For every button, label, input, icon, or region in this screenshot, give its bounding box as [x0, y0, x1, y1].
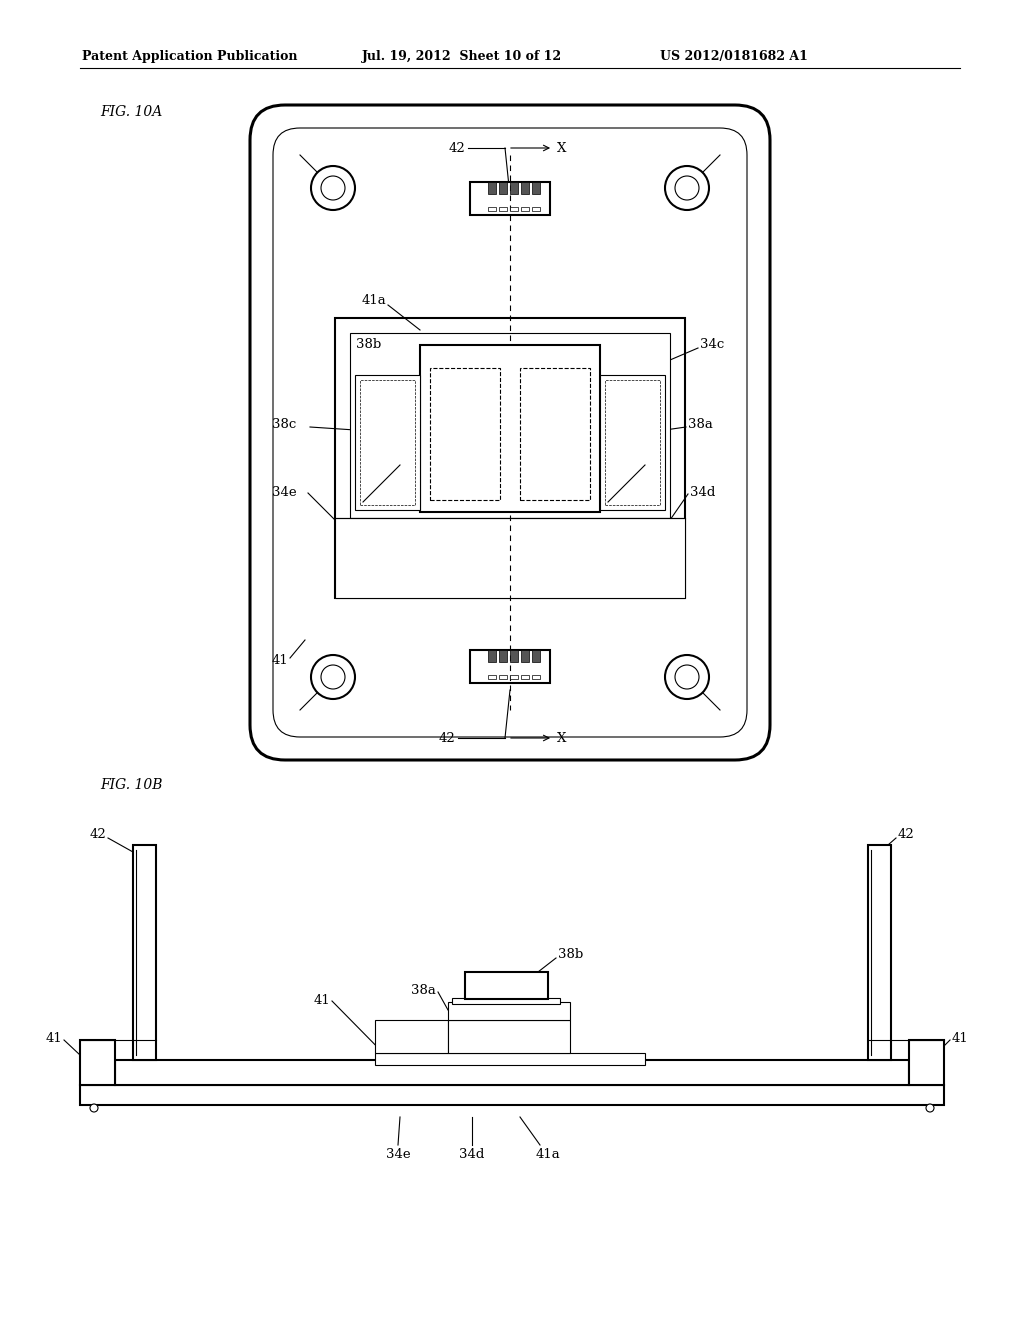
- Text: 41a: 41a: [536, 1148, 560, 1162]
- Text: 41: 41: [272, 653, 289, 667]
- Bar: [80, 1040, 115, 1085]
- Bar: [335, 318, 685, 598]
- Text: 38a: 38a: [688, 418, 713, 432]
- Bar: [375, 1020, 449, 1053]
- Bar: [521, 675, 529, 678]
- Bar: [909, 1040, 944, 1085]
- Bar: [532, 675, 540, 678]
- Text: 34d: 34d: [460, 1148, 484, 1162]
- Bar: [510, 649, 518, 663]
- Text: 42: 42: [449, 141, 465, 154]
- Text: 34e: 34e: [386, 1148, 411, 1162]
- Text: Patent Application Publication: Patent Application Publication: [82, 50, 298, 63]
- Circle shape: [90, 1104, 98, 1111]
- Text: X: X: [557, 141, 566, 154]
- Text: 34c: 34c: [700, 338, 724, 351]
- Bar: [488, 649, 496, 663]
- Text: 41: 41: [45, 1031, 62, 1044]
- Bar: [605, 380, 660, 506]
- Bar: [470, 182, 550, 215]
- Circle shape: [926, 1104, 934, 1111]
- Text: 38a: 38a: [411, 983, 436, 997]
- Circle shape: [321, 665, 345, 689]
- Bar: [510, 182, 518, 194]
- Bar: [510, 675, 518, 678]
- Bar: [499, 675, 507, 678]
- Text: 42: 42: [89, 829, 106, 842]
- Circle shape: [665, 166, 709, 210]
- Text: 41: 41: [952, 1031, 969, 1044]
- Bar: [520, 368, 590, 500]
- Text: 42: 42: [898, 829, 914, 842]
- Bar: [499, 182, 507, 194]
- Bar: [470, 649, 550, 682]
- Bar: [355, 375, 420, 510]
- Text: Jul. 19, 2012  Sheet 10 of 12: Jul. 19, 2012 Sheet 10 of 12: [362, 50, 562, 63]
- Bar: [350, 333, 670, 517]
- Text: 38c: 38c: [272, 418, 296, 432]
- Bar: [449, 1020, 570, 1053]
- Text: US 2012/0181682 A1: US 2012/0181682 A1: [660, 50, 808, 63]
- Bar: [521, 649, 529, 663]
- Circle shape: [311, 655, 355, 700]
- Bar: [133, 845, 156, 1060]
- Bar: [430, 368, 500, 500]
- Bar: [488, 182, 496, 194]
- Text: 41: 41: [313, 994, 330, 1006]
- Circle shape: [321, 176, 345, 201]
- Bar: [499, 649, 507, 663]
- Text: FIG. 10B: FIG. 10B: [100, 777, 163, 792]
- Bar: [360, 380, 415, 506]
- Text: FIG. 10A: FIG. 10A: [100, 106, 162, 119]
- Text: 34e: 34e: [272, 486, 297, 499]
- Circle shape: [675, 665, 699, 689]
- Bar: [532, 207, 540, 211]
- Text: 38b: 38b: [558, 949, 584, 961]
- Bar: [335, 517, 685, 598]
- Bar: [465, 972, 548, 999]
- Text: 41a: 41a: [362, 293, 387, 306]
- Bar: [868, 845, 891, 1060]
- Text: 38b: 38b: [356, 338, 381, 351]
- Bar: [600, 375, 665, 510]
- Bar: [521, 182, 529, 194]
- Bar: [488, 675, 496, 678]
- Bar: [488, 207, 496, 211]
- Bar: [510, 207, 518, 211]
- Bar: [499, 207, 507, 211]
- Text: X: X: [557, 731, 566, 744]
- Bar: [115, 1060, 909, 1085]
- Bar: [521, 207, 529, 211]
- Circle shape: [675, 176, 699, 201]
- Circle shape: [311, 166, 355, 210]
- Bar: [532, 182, 540, 194]
- Circle shape: [665, 655, 709, 700]
- Bar: [449, 1002, 570, 1020]
- FancyBboxPatch shape: [250, 106, 770, 760]
- Bar: [375, 1053, 645, 1065]
- Bar: [80, 1085, 944, 1105]
- Text: 34d: 34d: [690, 486, 716, 499]
- Bar: [420, 345, 600, 512]
- Text: 42: 42: [438, 731, 455, 744]
- Bar: [452, 998, 560, 1005]
- Bar: [532, 649, 540, 663]
